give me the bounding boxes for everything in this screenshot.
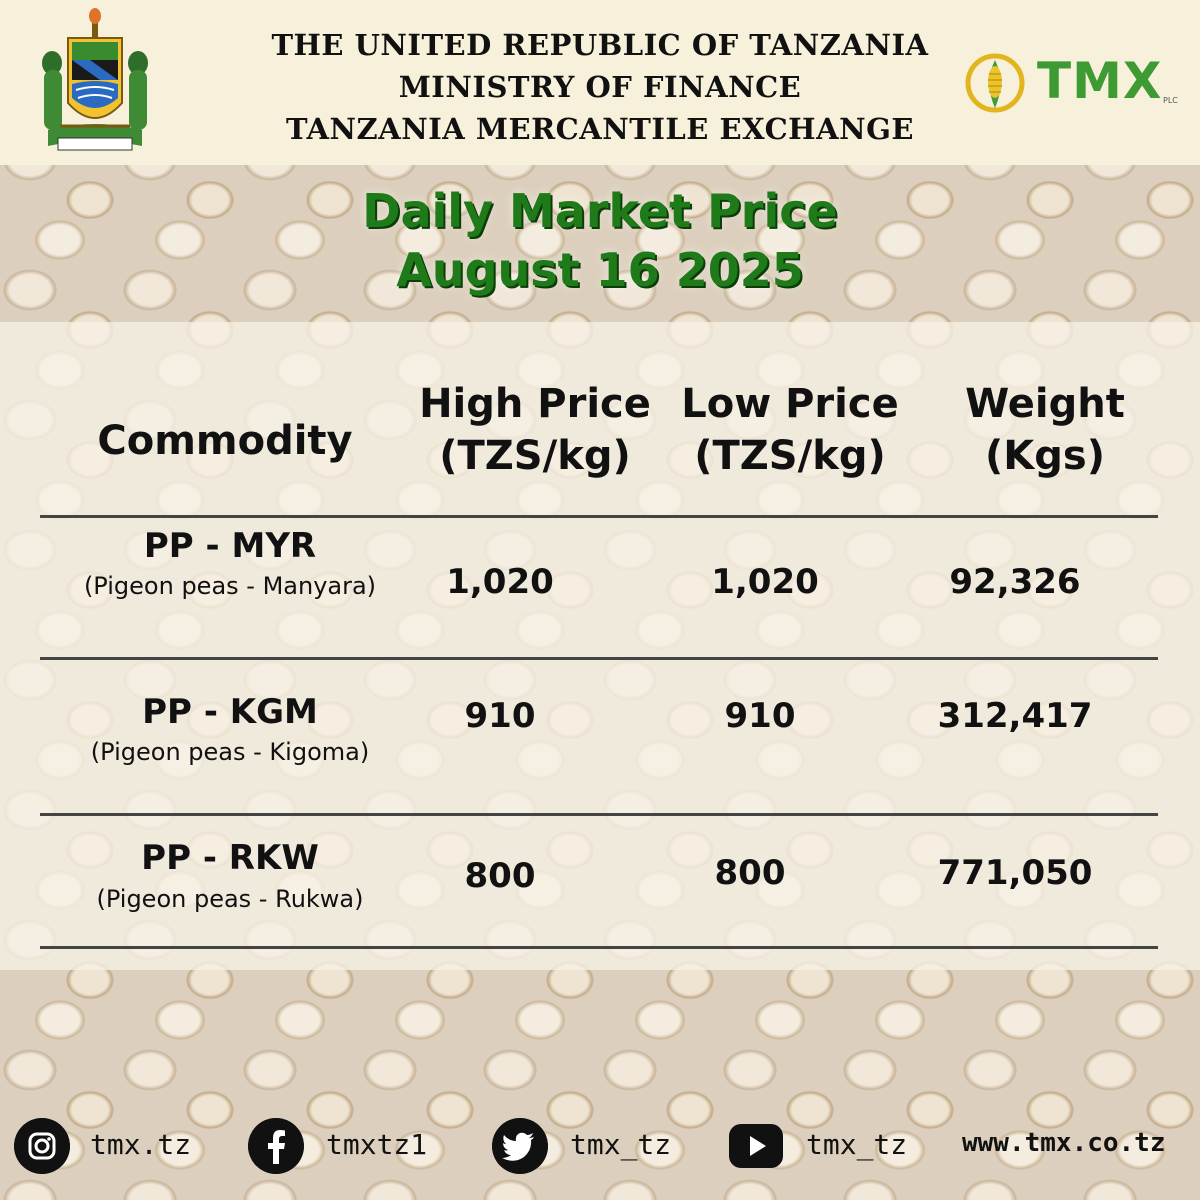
youtube-icon[interactable]: [728, 1118, 784, 1174]
facebook-icon[interactable]: [248, 1118, 304, 1174]
header-high-price: High Price (TZS/kg): [410, 378, 660, 482]
footer-instagram[interactable]: tmx.tz: [14, 1118, 214, 1174]
header-low-price: Low Price (TZS/kg): [670, 378, 910, 482]
header-low-line-1: Low Price: [681, 381, 899, 427]
row-3-high: 800: [464, 856, 536, 896]
coat-of-arms-icon: [42, 8, 148, 151]
row-1-weight: 92,326: [949, 562, 1081, 602]
website-link[interactable]: www.tmx.co.tz: [962, 1128, 1166, 1158]
page-title: Daily Market Price August 16 2025: [0, 183, 1200, 298]
price-table-panel: [0, 322, 1200, 970]
row-3-name: (Pigeon peas - Rukwa): [96, 885, 364, 913]
title-line-1: Daily Market Price: [362, 184, 838, 238]
twitter-icon[interactable]: [492, 1118, 548, 1174]
table-divider: [40, 657, 1158, 660]
header-weight-line-1: Weight: [965, 381, 1125, 427]
header-line-3: TANZANIA MERCANTILE EXCHANGE: [286, 112, 914, 146]
tmx-logo-text: TMX: [1037, 52, 1163, 110]
row-2-code: PP - KGM: [142, 692, 318, 732]
table-divider: [40, 946, 1158, 949]
row-2-low: 910: [724, 696, 796, 736]
footer-facebook[interactable]: tmxtz1: [248, 1118, 458, 1174]
table-divider: [40, 813, 1158, 816]
row-2-name: (Pigeon peas - Kigoma): [90, 738, 370, 766]
facebook-handle[interactable]: tmxtz1: [326, 1128, 428, 1161]
header-commodity: Commodity: [97, 418, 353, 464]
header-line-1: THE UNITED REPUBLIC OF TANZANIA: [271, 28, 929, 62]
twitter-handle[interactable]: tmx_tz: [570, 1128, 672, 1161]
row-2-high: 910: [464, 696, 536, 736]
maize-cob-icon: [965, 53, 1025, 113]
header-high-line-1: High Price: [419, 381, 651, 427]
header-low-line-2: (TZS/kg): [694, 433, 886, 479]
row-3-low: 800: [714, 853, 786, 893]
header-line-2: MINISTRY OF FINANCE: [398, 70, 802, 104]
footer-youtube[interactable]: tmx_tz: [728, 1118, 928, 1174]
footer-twitter[interactable]: tmx_tz: [492, 1118, 692, 1174]
header-weight: Weight (Kgs): [930, 378, 1160, 482]
tmx-logo-suffix: PLC: [1163, 96, 1178, 105]
header-text: THE UNITED REPUBLIC OF TANZANIA MINISTRY…: [230, 24, 970, 150]
table-divider: [40, 515, 1158, 518]
instagram-handle[interactable]: tmx.tz: [90, 1128, 192, 1161]
title-date: August 16 2025: [396, 243, 804, 297]
row-1-low: 1,020: [711, 562, 819, 602]
row-1-high: 1,020: [446, 562, 554, 602]
row-3-weight: 771,050: [937, 853, 1093, 893]
row-1-name: (Pigeon peas - Manyara): [83, 572, 377, 600]
youtube-handle[interactable]: tmx_tz: [806, 1128, 908, 1161]
header-weight-line-2: (Kgs): [985, 433, 1105, 479]
row-3-code: PP - RKW: [141, 838, 319, 878]
instagram-icon[interactable]: [14, 1118, 70, 1174]
row-2-weight: 312,417: [937, 696, 1093, 736]
header-high-line-2: (TZS/kg): [439, 433, 631, 479]
row-1-code: PP - MYR: [143, 526, 317, 566]
